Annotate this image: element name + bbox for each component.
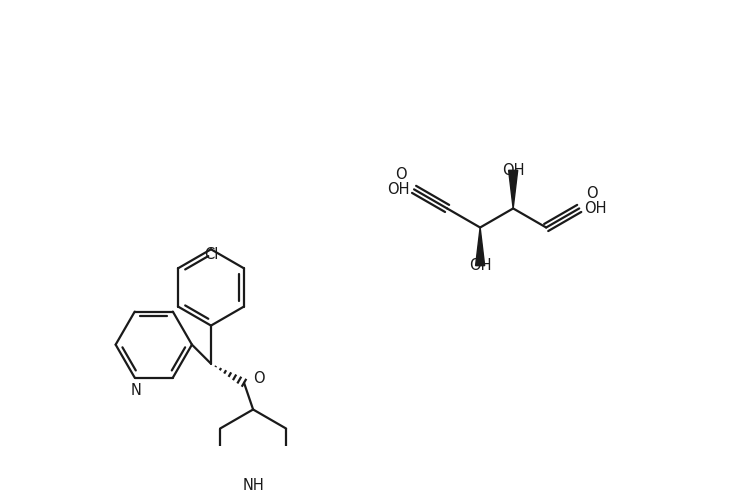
Text: O: O bbox=[587, 186, 598, 201]
Text: O: O bbox=[395, 167, 407, 182]
Text: NH: NH bbox=[242, 479, 264, 490]
Text: O: O bbox=[253, 371, 265, 386]
Polygon shape bbox=[508, 171, 517, 208]
Text: OH: OH bbox=[387, 182, 410, 196]
Polygon shape bbox=[475, 227, 485, 266]
Text: Cl: Cl bbox=[204, 247, 218, 262]
Text: OH: OH bbox=[502, 163, 525, 178]
Text: OH: OH bbox=[584, 201, 606, 216]
Text: N: N bbox=[131, 383, 142, 398]
Text: OH: OH bbox=[469, 258, 492, 273]
